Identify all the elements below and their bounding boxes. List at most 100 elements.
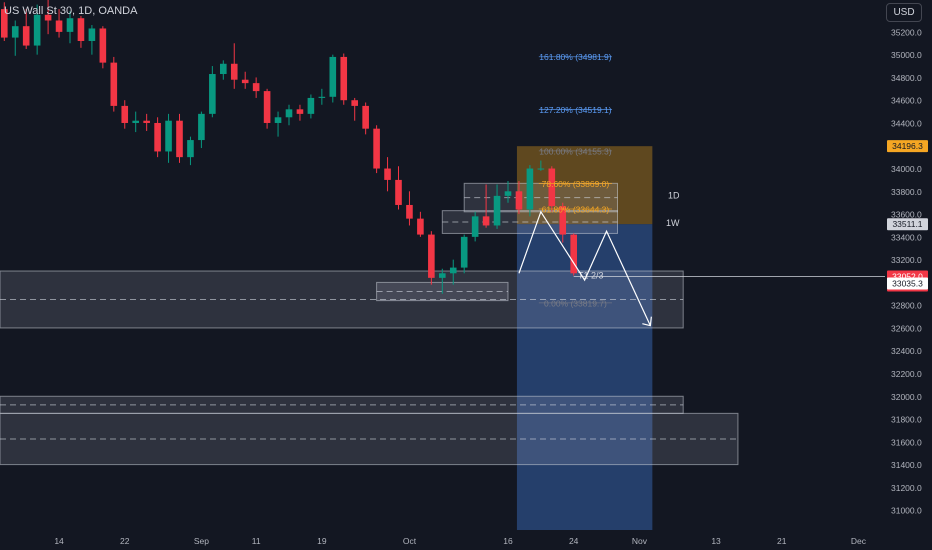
target-zone (516, 224, 653, 531)
candle (88, 28, 96, 41)
time-tick-label: Dec (851, 536, 867, 546)
price-label-bg-0 (887, 140, 928, 153)
candle (176, 120, 183, 158)
price-label-3: 33035.3 (892, 279, 923, 289)
price-label-bg-1 (887, 218, 928, 231)
candle (417, 218, 424, 235)
candle (439, 273, 446, 278)
candle (471, 216, 479, 237)
price-tick-label: 32200.0 (891, 369, 922, 379)
candle (318, 96, 326, 98)
timeframe-1d-label: 1D (668, 191, 680, 201)
candle (493, 195, 501, 226)
candle (241, 79, 249, 84)
candle (1, 9, 8, 38)
candle (482, 216, 490, 226)
price-tick-label: 34600.0 (891, 96, 922, 106)
time-tick-label: 14 (54, 536, 64, 546)
axes-layer: 31000.0 31200.0 31400.0 31600.0 31800.0 32000… (54, 0, 932, 550)
candle (307, 97, 315, 114)
candle (11, 26, 19, 38)
candle (285, 109, 293, 118)
price-tick-label: 33200.0 (891, 255, 922, 265)
price-tick-label: 32800.0 (891, 301, 922, 311)
fib-label-3: 78.60% (33869.0) (542, 179, 610, 189)
projection-arrowhead (642, 316, 652, 327)
candle (121, 105, 129, 123)
candle (99, 28, 107, 63)
price-tick-label: 31200.0 (891, 483, 922, 493)
candle (165, 120, 172, 152)
price-label-2: 33052.0 (892, 271, 923, 281)
zones-layer (0, 146, 739, 531)
time-tick-label: 22 (120, 536, 130, 546)
candle (263, 91, 271, 123)
time-tick-label: Sep (194, 536, 209, 546)
currency-button[interactable]: USD (886, 3, 922, 22)
fib-label-4: 61.80% (33644.3) (542, 205, 610, 215)
candle (44, 14, 52, 21)
price-tick-label: 33600.0 (891, 210, 922, 220)
price-tick-label: 34400.0 (891, 118, 922, 128)
candle (570, 234, 577, 274)
candle (110, 62, 118, 106)
candle (384, 168, 391, 180)
fib-label-1: 127.20% (34519.1) (539, 105, 611, 115)
candle (66, 18, 74, 32)
fib-label-5: 0.00% (33819.7) (544, 298, 607, 308)
candle (340, 56, 348, 101)
candle (548, 168, 556, 207)
projection-path (518, 210, 651, 326)
candle (526, 168, 534, 210)
price-tick-label: 34800.0 (891, 73, 922, 83)
time-tick-label: Nov (632, 536, 648, 546)
price-label-0: 34196.3 (892, 141, 923, 151)
candle (220, 63, 227, 75)
candle (296, 109, 304, 114)
fib-label-0: 161.80% (34981.9) (539, 52, 611, 62)
price-tick-label: 34000.0 (891, 164, 922, 174)
candle (362, 105, 369, 129)
candle (329, 56, 337, 97)
price-label-1: 33511.1 (892, 219, 922, 229)
candle (515, 191, 523, 210)
candle (22, 26, 30, 46)
time-tick-label: 24 (569, 536, 579, 546)
price-tick-label: 35200.0 (891, 27, 922, 37)
candle (504, 191, 512, 196)
price-tick-label: 33800.0 (891, 187, 922, 197)
price-tick-label: 32400.0 (891, 346, 922, 356)
time-tick-label: 19 (317, 536, 327, 546)
stop-loss-zone (516, 146, 653, 225)
candle (187, 140, 194, 158)
price-tick-label: 35000.0 (891, 50, 922, 60)
candle (373, 128, 380, 169)
candle (274, 117, 282, 123)
candle (209, 74, 216, 114)
candle (395, 179, 402, 205)
timeframe-1w-label: 1W (666, 218, 680, 228)
candle (143, 120, 150, 123)
price-tick-label: 33400.0 (891, 232, 922, 242)
price-tick-label: 31000.0 (891, 506, 922, 516)
time-tick-label: 13 (711, 536, 721, 546)
candle (537, 168, 545, 170)
time-tick-label: 21 (777, 536, 787, 546)
candle (460, 236, 468, 268)
candles-layer (1, 0, 577, 294)
symbol-title[interactable]: US Wall St 30, 1D, OANDA (4, 5, 138, 17)
target-label: T1 2/3 (578, 270, 604, 280)
time-tick-label: 11 (252, 536, 261, 546)
price-tick-label: 31600.0 (891, 437, 922, 447)
candle (154, 122, 161, 152)
overlay-layer: 161.80% (34981.9) 127.20% (34519.1) 100.00… (518, 52, 885, 327)
time-tick-label: 16 (503, 536, 513, 546)
candle (33, 14, 41, 46)
candle (230, 63, 238, 80)
candle (559, 206, 567, 235)
candle (77, 18, 85, 41)
candle (449, 267, 457, 274)
price-tick-label: 31400.0 (891, 460, 922, 470)
price-tick-label: 32600.0 (891, 323, 922, 333)
